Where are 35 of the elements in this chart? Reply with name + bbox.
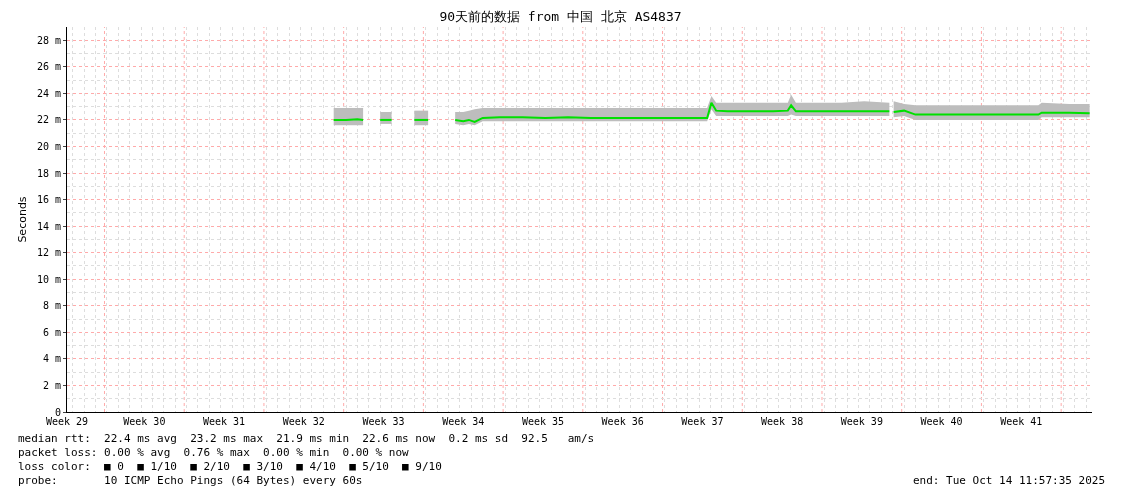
x-tick-label: Week 31 — [202, 416, 246, 427]
x-tick-label: Week 40 — [920, 416, 963, 427]
x-tick-label: Week 37 — [681, 416, 724, 427]
text: end: Tue Oct 14 11:57:35 2025 — [913, 474, 1106, 487]
y-tick-label: 14 m — [36, 220, 61, 232]
x-tick-label: Week 32 — [282, 416, 325, 427]
text: packet loss: 0.00 % avg 0.76 % max 0.00 % min 0.00 % now — [18, 446, 410, 459]
text: loss color: ■ 0 ■ 1/10 ■ 2/10 ■ 3/10 ■ 4/10 ■ 5/10 ■ 9/10 — [18, 460, 442, 473]
y-axis-title: Seconds — [15, 196, 29, 243]
chart-title: 90天前的数据 from 中国 北京 AS4837 — [439, 9, 682, 25]
x-tick-label: Week 41 — [1000, 416, 1043, 427]
x-tick-label: Week 36 — [601, 416, 644, 427]
y-tick-label: 12 m — [36, 247, 61, 259]
text: median rtt: 22.4 ms avg 23.2 ms max 21.9 ms min 22.6 ms now 0.2 ms sd 92.5 am/s — [18, 432, 595, 445]
x-tick-label: Week 38 — [761, 416, 804, 427]
x-tick-label: Week 30 — [123, 416, 166, 427]
y-tick-label: 24 m — [36, 87, 61, 99]
y-tick-label: 16 m — [36, 194, 61, 206]
x-tick-label: Week 34 — [442, 416, 485, 427]
x-tick-label: Week 29 — [45, 416, 89, 427]
y-tick-label: 8 m — [42, 300, 61, 312]
y-tick-label: 6 m — [42, 326, 61, 338]
y-tick-label: 28 m — [36, 34, 61, 46]
x-tick-label: Week 35 — [521, 416, 565, 427]
y-tick-label: 0 — [54, 406, 61, 418]
y-tick-label: 18 m — [36, 167, 61, 179]
y-tick-label: 22 m — [36, 114, 61, 126]
y-tick-label: 10 m — [36, 273, 61, 285]
text: probe: 10 ICMP Echo Pings (64 Bytes) every 60s — [18, 474, 363, 487]
x-tick-label: Week 39 — [840, 416, 883, 427]
y-tick-label: 20 m — [36, 140, 61, 152]
x-tick-label: Week 33 — [362, 416, 405, 427]
y-tick-label: 26 m — [36, 61, 61, 73]
y-tick-label: 2 m — [42, 379, 61, 391]
y-tick-label: 4 m — [42, 353, 61, 365]
